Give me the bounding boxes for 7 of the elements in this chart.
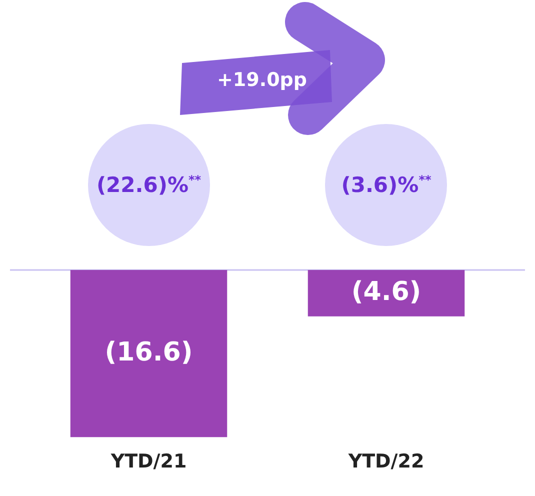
x-tick-label: YTD/22 <box>347 450 424 473</box>
text: (22.6)%$^{**}$ <box>96 173 202 197</box>
text: +19.0pp <box>217 69 307 91</box>
text: (3.6)%$^{**}$ <box>341 173 432 197</box>
x-tick-label: YTD/21 <box>110 450 187 473</box>
data-label: (16.6) <box>104 337 193 368</box>
data-label: (4.6) <box>351 276 422 307</box>
